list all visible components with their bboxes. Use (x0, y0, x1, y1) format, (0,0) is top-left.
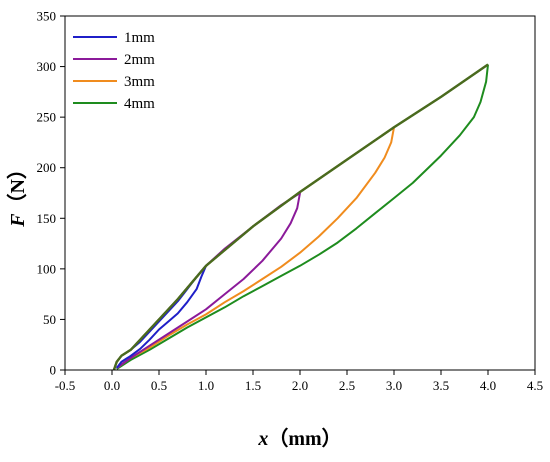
series-3mm-unloading-line (116, 127, 395, 369)
shared-loading-envelope-line (112, 63, 489, 371)
legend-label-1mm: 1mm (124, 30, 155, 46)
y-tick-label: 0 (50, 363, 57, 378)
y-tick-label: 250 (37, 110, 57, 125)
tick-group: -0.5 0.0 0.5 1.0 1.5 2.0 2.5 3.0 3.5 4.0 4.5 0 50 100… (37, 9, 544, 394)
x-tick-label: 3.0 (386, 378, 402, 393)
plot-lines (112, 63, 489, 371)
legend-label-2mm: 2mm (124, 52, 155, 68)
x-tick-label: -0.5 (55, 378, 76, 393)
y-axis-title: F（N） (6, 159, 29, 228)
series-2mm-unloading-line (116, 192, 301, 369)
y-tick-label: 100 (37, 261, 57, 276)
series-4mm-loading-line (112, 63, 489, 371)
y-tick-label: 350 (37, 9, 57, 24)
x-tick-label: 1.5 (245, 378, 261, 393)
series-1mm-unloading-line (115, 265, 207, 369)
series-4mm-unloading-line (116, 64, 489, 370)
x-tick-label: 0.0 (104, 378, 120, 393)
x-axis-unit: （mm） (268, 427, 341, 450)
y-axis-unit: （N） (6, 159, 29, 213)
x-tick-label: 2.0 (292, 378, 308, 393)
x-axis-variable: x (257, 428, 268, 450)
x-tick-label: 4.5 (527, 378, 543, 393)
y-tick-label: 50 (43, 312, 56, 327)
y-tick-label: 200 (37, 160, 57, 175)
x-tick-label: 0.5 (151, 378, 167, 393)
x-tick-label: 2.5 (339, 378, 355, 393)
y-axis-variable: F (7, 213, 29, 228)
legend-label-4mm: 4mm (124, 96, 155, 112)
legend-label-3mm: 3mm (124, 74, 155, 90)
x-tick-label: 3.5 (433, 378, 449, 393)
x-axis-title: x（mm） (257, 427, 341, 450)
x-tick-label: 1.0 (198, 378, 214, 393)
y-tick-label: 150 (37, 211, 57, 226)
x-tick-label: 4.0 (480, 378, 496, 393)
legend: 1mm 2mm 3mm 4mm (73, 30, 155, 112)
y-tick-label: 300 (37, 59, 57, 74)
